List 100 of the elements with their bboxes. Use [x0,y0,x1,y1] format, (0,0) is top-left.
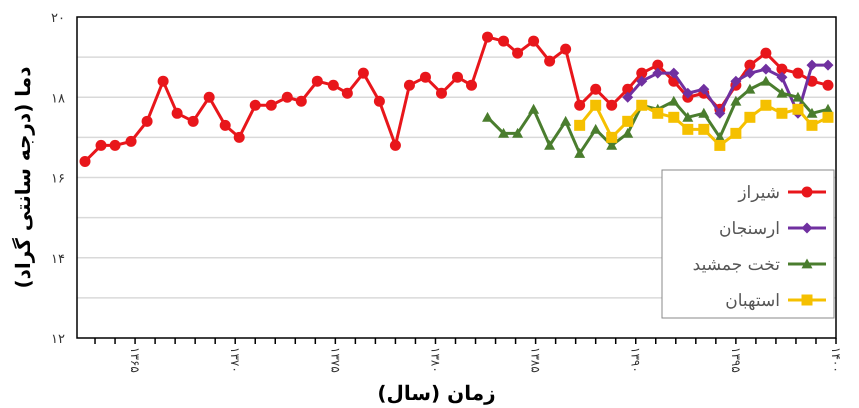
point [730,96,742,106]
point [806,120,818,131]
point [668,68,680,79]
point [96,140,107,151]
point [776,64,788,75]
point [126,136,137,147]
point [730,128,742,139]
point [574,120,586,131]
point [622,116,634,127]
point [744,60,756,71]
point [512,128,524,138]
point [544,140,556,150]
point [250,100,261,111]
point [760,64,772,75]
point [436,88,447,99]
point [220,120,231,131]
point [792,92,804,102]
point [622,92,634,103]
point [358,68,369,79]
point [714,108,726,119]
point [574,100,586,111]
y-tick-label: ۱۴ [51,252,66,267]
point [482,112,494,122]
x-tick-label: ۱۴۰۰ [829,347,843,373]
point [822,80,834,91]
point [296,96,307,107]
point [636,76,648,87]
point [204,92,215,103]
point [714,140,726,151]
point [652,60,664,71]
point [806,60,818,71]
point [652,108,664,119]
point [282,92,293,103]
point [744,112,756,123]
point [776,72,788,83]
point [792,68,804,79]
point [142,116,153,127]
point [668,112,680,123]
point [698,84,710,95]
point [266,100,277,111]
y-axis-title: دما (درجه سانتی گراد) [11,66,35,288]
point [452,72,463,83]
point [158,76,169,87]
point [760,76,772,86]
point [698,108,710,118]
point [544,56,556,67]
x-tick-label: ۱۳۷۵ [328,347,342,373]
point [498,128,510,138]
point [590,84,602,95]
point [698,124,710,135]
point [110,140,121,151]
x-tick-label: ۱۳۸۵ [528,347,543,373]
point [590,124,602,134]
point [498,36,510,47]
point [466,80,478,91]
point [744,84,756,94]
point [682,88,694,99]
point [806,108,818,118]
point [760,48,772,59]
point [776,88,788,98]
legend-label: شیراز [737,183,780,203]
legend-label: ارسنجان [719,219,780,239]
x-axis-title: زمان (سال) [377,381,496,405]
legend-label: تخت جمشید [692,255,780,275]
point [560,116,572,126]
point [234,132,245,143]
point [80,156,91,167]
point [776,108,788,119]
legend-label: استهبان [725,291,780,311]
x-tick-label: ۱۳۶۵ [128,347,142,373]
x-tick-label: ۱۳۹۵ [728,347,743,373]
point [390,140,401,151]
point [652,68,664,79]
point [682,124,694,135]
point [574,148,586,158]
point [760,100,772,111]
point [792,104,804,115]
point [420,72,431,83]
point [188,116,199,127]
point [172,108,183,119]
point [606,100,618,111]
point [560,44,572,55]
y-tick-label: ۲۰ [51,11,65,26]
x-tick-label: ۱۳۸۰ [428,347,442,373]
point [404,80,415,91]
point [590,100,602,111]
point [374,96,385,107]
x-tick-label: ۱۳۷۰ [228,347,242,373]
point [512,48,524,59]
point [528,36,540,47]
point [744,68,756,79]
point [606,132,618,143]
point [668,96,680,106]
point [822,60,834,71]
point [342,88,353,99]
point [328,80,339,91]
y-tick-label: ۱۶ [51,172,65,186]
point [528,104,540,114]
point [482,32,494,43]
y-tick-label: ۱۸ [51,91,66,106]
